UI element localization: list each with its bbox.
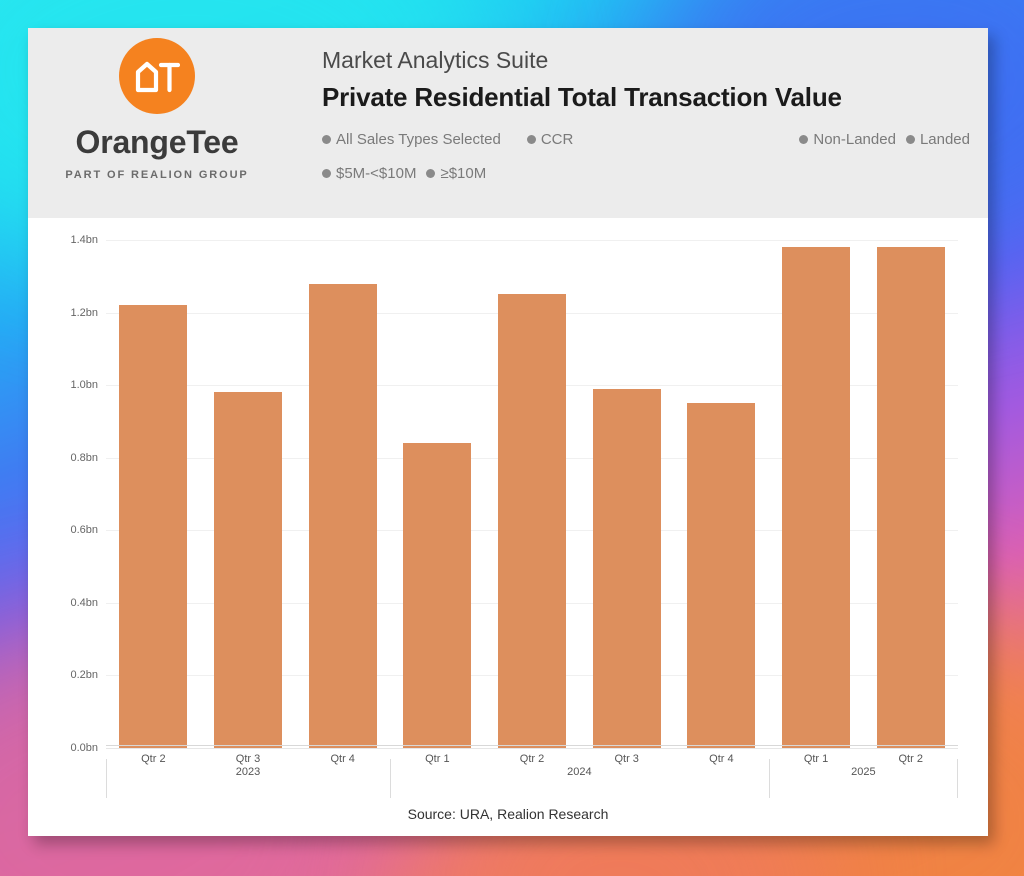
bar[interactable] — [213, 392, 283, 748]
y-axis-tick-label: 1.0bn — [70, 379, 98, 392]
y-axis-tick-label: 0.4bn — [70, 596, 98, 609]
bullet-dot-icon — [526, 135, 536, 145]
bar-slot — [579, 240, 674, 748]
bar-slot — [106, 240, 201, 748]
bullet-dot-icon — [905, 135, 915, 145]
bar-slot — [485, 240, 580, 748]
bar[interactable] — [119, 305, 188, 748]
filter-chip-all-sales-types[interactable]: All Sales Types Selected — [322, 131, 501, 148]
x-axis-quarter-labels: Qtr 2 Qtr 3 Qtr 4 Qtr 1 Qtr 2 Qtr 3 Qtr 4 Qtr 1… — [106, 746, 958, 765]
bar-slot — [390, 240, 485, 748]
brand-block: OrangeTee PART OF REALION GROUP — [28, 28, 286, 218]
filter-legend-row-1-right: Non-Landed Landed — [799, 131, 970, 148]
bar[interactable] — [592, 388, 661, 748]
bullet-dot-icon — [322, 169, 331, 179]
filter-legend: All Sales Types Selected CCR Non-Landed — [322, 127, 970, 187]
filter-legend-row-2: $5M-<$10M ≥$10M — [322, 161, 970, 187]
source-note: Source: URA, Realion Research — [407, 806, 609, 822]
filter-chip-label: All Sales Types Selected — [336, 131, 501, 149]
year-group-separator — [390, 759, 391, 798]
x-axis-quarter-label: Qtr 2 — [898, 753, 923, 765]
x-axis-quarter-label: Qtr 3 — [235, 753, 261, 765]
filter-chip-label: $5M-<$10M — [336, 165, 417, 183]
bar-slot — [674, 240, 769, 748]
y-axis-tick-label: 0.0bn — [70, 742, 98, 754]
y-axis-tick-label: 0.8bn — [70, 451, 98, 464]
gridline — [106, 748, 958, 749]
x-axis-line — [106, 745, 958, 746]
bar[interactable] — [403, 443, 472, 748]
filter-chip-label: CCR — [540, 131, 574, 149]
bullet-dot-icon — [799, 135, 809, 145]
bar-slot — [769, 240, 864, 748]
plot-area: 0.0bn 0.2bn 0.4bn 0.6bn 0.8bn 1.0bn 1.2bn 1.4bn — [70, 234, 958, 754]
bar-slot — [295, 240, 390, 748]
x-axis-quarter-label: Qtr 2 — [141, 753, 166, 765]
y-axis-tick-label: 1.4bn — [70, 234, 98, 246]
year-group-separator — [768, 759, 770, 798]
header-text-block: Market Analytics Suite Private Residenti… — [286, 28, 988, 218]
x-axis-quarter-label: Qtr 1 — [803, 753, 829, 765]
x-axis-year-label: 2024 — [390, 759, 769, 798]
filter-chip-ccr[interactable]: CCR — [526, 131, 574, 149]
bar[interactable] — [781, 247, 851, 748]
gridline — [106, 240, 958, 241]
suite-title: Market Analytics Suite — [322, 47, 549, 73]
filter-chip-non-landed[interactable]: Non-Landed — [799, 131, 896, 148]
bar[interactable] — [687, 403, 756, 748]
x-axis-year-label: 2023 — [106, 759, 390, 798]
y-axis-tick-label: 0.6bn — [70, 524, 98, 537]
x-axis-quarter-label: Qtr 4 — [330, 753, 355, 765]
year-group-separator — [106, 759, 107, 798]
filter-legend-row-1: All Sales Types Selected CCR Non-Landed — [322, 127, 970, 153]
y-axis-tick-label: 1.2bn — [70, 306, 98, 319]
bar[interactable] — [308, 283, 377, 748]
filter-chip-label: Landed — [919, 131, 970, 149]
page-title: Private Residential Total Transaction Va… — [322, 81, 842, 112]
filter-chip-10m-and-above[interactable]: ≥$10M — [426, 165, 486, 182]
filter-chip-label: ≥$10M — [440, 165, 487, 183]
x-axis-quarter-label: Qtr 4 — [709, 753, 734, 765]
bar[interactable] — [497, 294, 567, 748]
filter-chip-5m-to-10m[interactable]: $5M-<$10M — [322, 165, 416, 182]
brand-name: OrangeTee — [75, 124, 239, 160]
bar-chart: 0.0bn 0.2bn 0.4bn 0.6bn 0.8bn 1.0bn 1.2bn 1.4bn… — [28, 218, 988, 836]
y-axis-tick-label: 0.2bn — [70, 669, 98, 682]
x-axis-year-label: 2025 — [768, 759, 958, 798]
report-header: OrangeTee PART OF REALION GROUP Market A… — [28, 28, 988, 218]
x-axis-quarter-label: Qtr 1 — [425, 753, 450, 765]
x-axis-quarter-label: Qtr 3 — [614, 753, 639, 765]
bullet-dot-icon — [426, 169, 436, 179]
x-axis-quarter-label: Qtr 2 — [519, 753, 545, 765]
filter-chip-label: Non-Landed — [813, 131, 896, 149]
x-axis: Qtr 2 Qtr 3 Qtr 4 Qtr 1 Qtr 2 Qtr 3 Qtr 4 Qtr 1… — [106, 745, 958, 798]
bar-slot — [201, 240, 296, 748]
report-card: OrangeTee PART OF REALION GROUP Market A… — [28, 28, 988, 836]
bar-slot — [863, 240, 958, 748]
filter-chip-landed[interactable]: Landed — [905, 131, 970, 149]
bullet-dot-icon — [322, 135, 331, 145]
year-group-separator — [957, 759, 958, 798]
orangetee-ot-logo-icon — [119, 38, 195, 114]
bar-series — [106, 240, 958, 748]
bar[interactable] — [876, 247, 945, 748]
x-axis-year-labels: 2023 2024 2025 — [106, 759, 958, 798]
brand-tagline: PART OF REALION GROUP — [65, 169, 249, 181]
